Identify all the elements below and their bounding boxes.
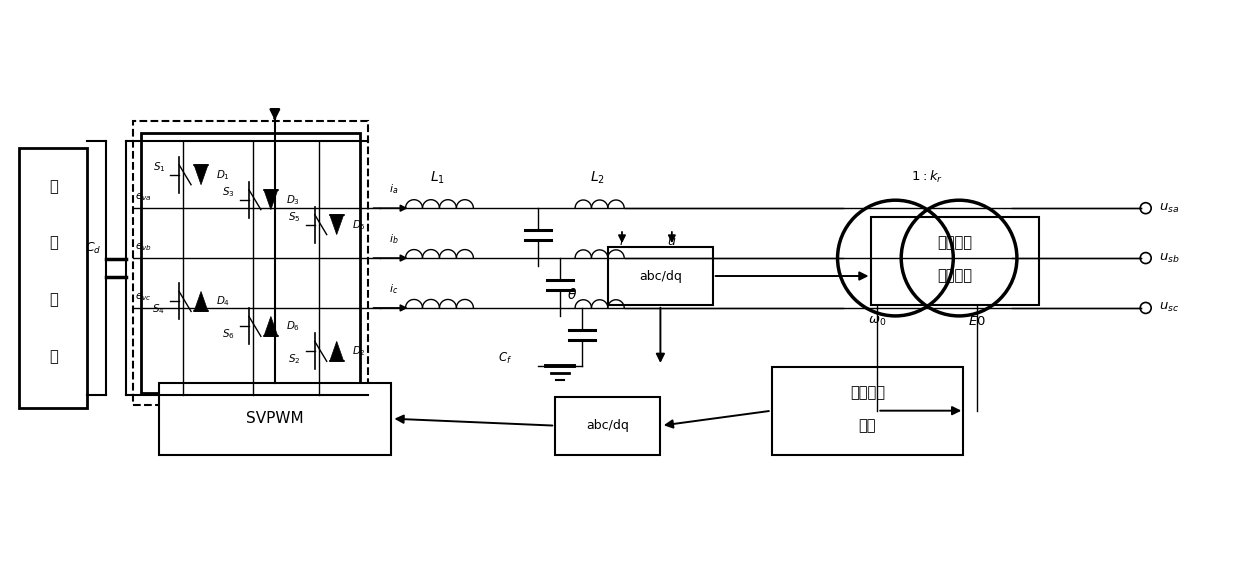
Text: abc/dq: abc/dq: [639, 270, 682, 283]
Bar: [159, 383, 391, 454]
Text: $e_{vc}$: $e_{vc}$: [135, 291, 151, 303]
Text: $S_2$: $S_2$: [289, 352, 301, 366]
Polygon shape: [193, 165, 208, 185]
Text: 能: 能: [50, 235, 58, 251]
Text: $D_4$: $D_4$: [216, 294, 231, 309]
Text: $1: k_r$: $1: k_r$: [911, 169, 944, 185]
Text: $D_1$: $D_1$: [216, 168, 229, 182]
Bar: [141, 133, 360, 393]
Text: $e_{va}$: $e_{va}$: [135, 191, 151, 203]
Text: 池: 池: [50, 349, 58, 364]
Text: $D_5$: $D_5$: [352, 218, 366, 231]
Bar: [771, 367, 963, 454]
Polygon shape: [330, 215, 343, 235]
Text: $i$: $i$: [619, 234, 625, 248]
Text: $i_b$: $i_b$: [389, 233, 398, 246]
Text: $L_2$: $L_2$: [589, 170, 605, 186]
Polygon shape: [193, 292, 208, 311]
Bar: [20, 148, 87, 408]
Text: $i_c$: $i_c$: [389, 282, 398, 296]
Text: $u_{sb}$: $u_{sb}$: [1158, 252, 1179, 265]
Text: $\theta$: $\theta$: [567, 288, 578, 302]
Text: SVPWM: SVPWM: [246, 411, 304, 426]
Text: abc/dq: abc/dq: [587, 419, 629, 432]
Text: $\omega_0$: $\omega_0$: [868, 315, 887, 328]
Bar: [556, 397, 660, 454]
Text: $L_1$: $L_1$: [430, 170, 445, 186]
Text: 下垂控制: 下垂控制: [937, 235, 972, 251]
Text: 电: 电: [50, 292, 58, 307]
Text: $S_1$: $S_1$: [153, 160, 165, 173]
Text: $e_{vb}$: $e_{vb}$: [135, 242, 153, 253]
Text: 功率外环: 功率外环: [937, 269, 972, 284]
Text: 电压电流: 电压电流: [849, 385, 885, 400]
Text: $D_6$: $D_6$: [286, 319, 300, 333]
Bar: [133, 122, 367, 405]
Polygon shape: [264, 316, 278, 336]
Text: $S_3$: $S_3$: [222, 185, 234, 199]
Text: $S_5$: $S_5$: [288, 210, 301, 224]
Polygon shape: [264, 190, 278, 209]
Text: $E0$: $E0$: [968, 315, 986, 328]
Text: $i_a$: $i_a$: [389, 182, 398, 196]
Text: $D_3$: $D_3$: [286, 193, 300, 207]
Text: $S_4$: $S_4$: [153, 302, 165, 316]
Text: $u_{sc}$: $u_{sc}$: [1158, 301, 1179, 315]
Bar: [872, 217, 1039, 305]
Text: 双环: 双环: [858, 418, 877, 433]
Text: $C_f$: $C_f$: [498, 351, 512, 366]
Text: $C_d$: $C_d$: [86, 241, 102, 256]
Text: $D_2$: $D_2$: [352, 345, 366, 358]
Text: $u$: $u$: [667, 235, 677, 248]
Bar: [608, 247, 713, 305]
Text: $u_{sa}$: $u_{sa}$: [1158, 202, 1179, 215]
Text: $S_6$: $S_6$: [222, 328, 234, 341]
Text: 储: 储: [50, 178, 58, 194]
Polygon shape: [330, 341, 343, 361]
